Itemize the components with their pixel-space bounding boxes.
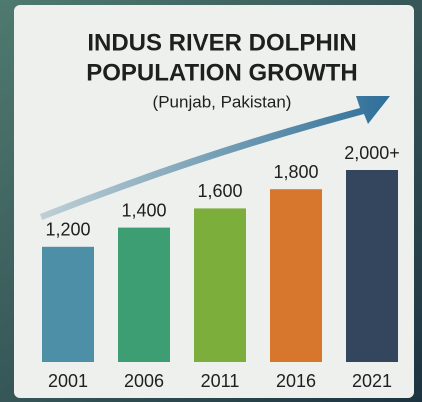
trend-arrow — [40, 96, 390, 220]
chart-title: POPULATION GROWTH — [86, 59, 358, 86]
chart-subtitle: (Punjab, Pakistan) — [153, 92, 292, 111]
x-tick-label: 2021 — [352, 371, 392, 391]
x-tick-label: 2006 — [124, 371, 164, 391]
bar — [118, 227, 170, 362]
chart-title: INDUS RIVER DOLPHIN — [87, 29, 356, 56]
value-label: 1,600 — [197, 181, 242, 201]
bar — [270, 189, 322, 362]
bar — [42, 246, 94, 362]
value-label: 2,000+ — [344, 143, 400, 163]
value-label: 1,400 — [121, 200, 166, 220]
bar — [194, 208, 246, 362]
x-tick-label: 2011 — [201, 371, 240, 391]
x-tick-label: 2016 — [276, 371, 316, 391]
x-tick-label: 2001 — [48, 371, 88, 391]
value-label: 1,200 — [45, 220, 90, 240]
value-label: 1,800 — [273, 162, 318, 182]
bar — [346, 170, 398, 362]
